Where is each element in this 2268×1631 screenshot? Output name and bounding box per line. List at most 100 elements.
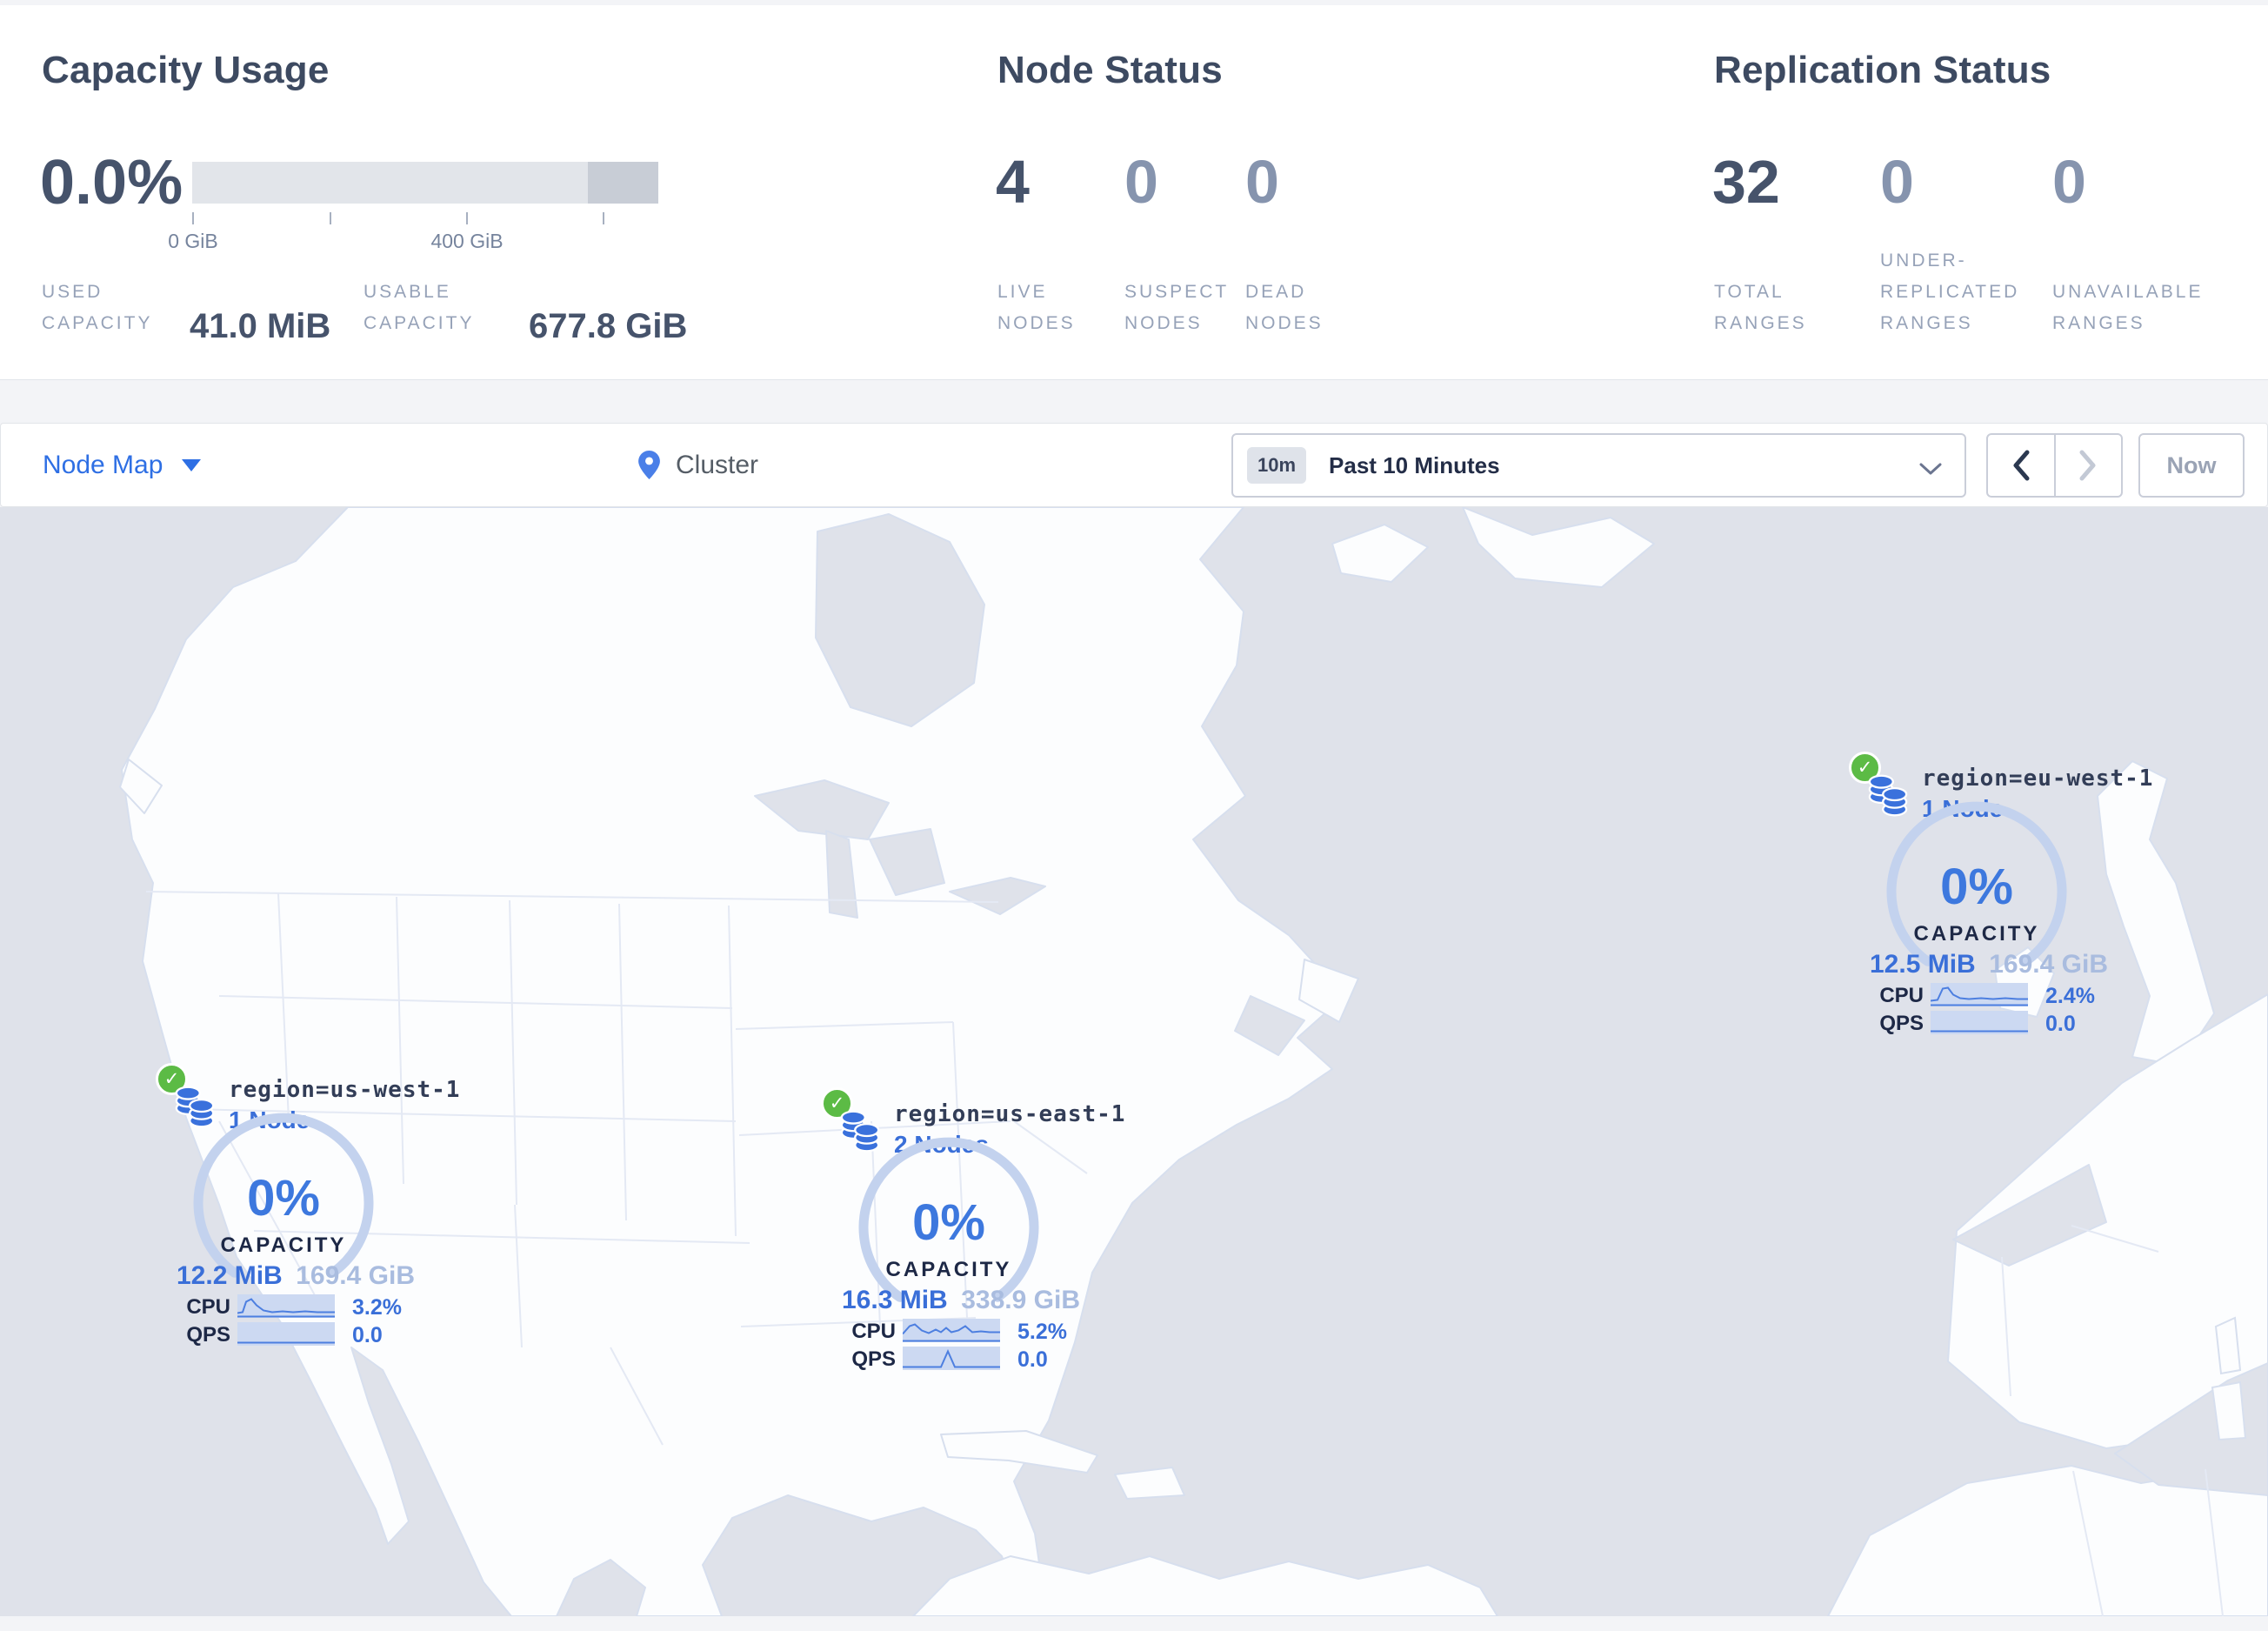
capacity-percent: 0% xyxy=(247,1170,320,1227)
usable-capacity-label: USABLE CAPACITY xyxy=(364,282,475,333)
under-replicated-ranges-count: 0 xyxy=(1880,148,1914,216)
cpu-label: CPU xyxy=(1879,984,1924,1007)
water-hudson-bay xyxy=(815,513,985,727)
map-pin-icon xyxy=(638,451,660,479)
database-stack-icon xyxy=(175,1086,215,1128)
capacity-axis-label-0: 0 GiB xyxy=(168,230,218,252)
chevron-left-icon xyxy=(2013,450,2030,481)
breadcrumb-label: Cluster xyxy=(676,450,759,479)
capacity-bar xyxy=(192,162,658,204)
world-map-svg xyxy=(119,506,2268,1617)
replication-status-title: Replication Status xyxy=(1714,49,2051,91)
cpu-sparkline xyxy=(237,1294,335,1318)
live-nodes-label: LIVE NODES xyxy=(997,282,1076,333)
time-step-controls xyxy=(1986,433,2123,498)
suspect-nodes-count: 0 xyxy=(1124,148,1158,216)
capacity-total-value: 169.4 GiB xyxy=(1989,950,2108,979)
cluster-summary-panel: Capacity Usage 0.0% 0 GiB 400 GiB USED C… xyxy=(0,5,2268,380)
region-marker-us-east-1[interactable]: ✓ region=us-east-1 2 Nodes 0% CAPACITY 1… xyxy=(821,1087,1124,1380)
database-stack-icon xyxy=(1868,774,1908,817)
capacity-percent: 0% xyxy=(1940,859,2013,915)
capacity-used-percent: 0.0% xyxy=(40,148,183,217)
qps-sparkline xyxy=(1931,1011,2028,1034)
world-map[interactable] xyxy=(0,506,2268,1617)
water-lake-superior xyxy=(754,779,890,840)
qps-value: 0.0 xyxy=(352,1323,383,1347)
cpu-sparkline xyxy=(1930,983,2028,1006)
time-range-label: Past 10 Minutes xyxy=(1329,451,1500,478)
capacity-total-value: 169.4 GiB xyxy=(296,1261,415,1290)
capacity-axis-tick xyxy=(192,212,194,224)
qps-sparkline xyxy=(903,1347,1000,1370)
suspect-nodes-label: SUSPECT NODES xyxy=(1124,282,1229,333)
region-marker-us-west-1[interactable]: ✓ region=us-west-1 1 Node 0% CAPACITY 12… xyxy=(156,1063,459,1355)
cpu-sparkline xyxy=(902,1319,1000,1342)
capacity-axis-tick xyxy=(466,212,468,224)
capacity-axis-label-400: 400 GiB xyxy=(430,230,504,252)
usable-capacity-value: 677.8 GiB xyxy=(529,307,688,345)
time-scale-badge: 10m xyxy=(1247,447,1307,484)
capacity-total-value: 338.9 GiB xyxy=(961,1286,1080,1314)
water-lake-erie-ontario xyxy=(949,877,1046,915)
island-great-britain xyxy=(2097,760,2215,1066)
capacity-bar-nonusable-segment xyxy=(588,162,658,204)
capacity-usage-title: Capacity Usage xyxy=(42,49,330,91)
view-selector-label: Node Map xyxy=(43,450,163,479)
capacity-label: CAPACITY xyxy=(1913,922,2040,946)
total-ranges-count: 32 xyxy=(1712,148,1780,216)
qps-value: 0.0 xyxy=(1017,1347,1048,1372)
qps-label: QPS xyxy=(851,1347,896,1371)
region-marker-eu-west-1[interactable]: ✓ region=eu-west-1 1 Node 0% CAPACITY 12… xyxy=(1849,752,2152,1044)
capacity-gauge-arc xyxy=(858,1137,1039,1302)
live-nodes-count: 4 xyxy=(996,148,1030,216)
capacity-axis-tick xyxy=(330,212,331,224)
capacity-axis-tick xyxy=(603,212,604,224)
node-status-title: Node Status xyxy=(997,49,1223,91)
qps-label: QPS xyxy=(186,1323,230,1347)
capacity-label: CAPACITY xyxy=(885,1258,1012,1281)
region-name: region=us-east-1 xyxy=(894,1101,1126,1127)
view-selector-dropdown[interactable]: Node Map xyxy=(43,424,202,506)
total-ranges-label: TOTAL RANGES xyxy=(1714,282,1807,333)
capacity-percent: 0% xyxy=(912,1194,985,1251)
qps-label: QPS xyxy=(1879,1012,1924,1035)
unavailable-ranges-label: UNAVAILABLE RANGES xyxy=(2052,282,2204,333)
used-capacity-value: 41.0 MiB xyxy=(190,307,331,345)
unavailable-ranges-count: 0 xyxy=(2052,148,2086,216)
map-toolbar: Node Map Cluster 10m Past 10 Minutes xyxy=(0,423,2268,507)
island-cuba xyxy=(940,1430,1098,1474)
cpu-value: 2.4% xyxy=(2045,984,2095,1008)
qps-sparkline xyxy=(237,1322,335,1346)
capacity-label: CAPACITY xyxy=(220,1233,347,1257)
capacity-gauge-arc xyxy=(1886,801,2067,966)
capacity-used-value: 16.3 MiB xyxy=(842,1286,948,1314)
chevron-right-icon xyxy=(2079,450,2096,481)
used-capacity-label: USED CAPACITY xyxy=(42,282,153,333)
time-forward-button[interactable] xyxy=(2056,435,2122,496)
dead-nodes-label: DEAD NODES xyxy=(1245,282,1324,333)
capacity-gauge-arc xyxy=(193,1113,374,1278)
under-replicated-ranges-label: UNDER-REPLICATED RANGES xyxy=(1880,251,2020,333)
region-name: region=eu-west-1 xyxy=(1922,765,2154,792)
landmass-north-america xyxy=(121,506,1345,1617)
dead-nodes-count: 0 xyxy=(1245,148,1279,216)
time-back-button[interactable] xyxy=(1988,435,2056,496)
capacity-used-value: 12.5 MiB xyxy=(1870,950,1976,979)
time-range-dropdown[interactable]: 10m Past 10 Minutes xyxy=(1231,433,1966,498)
cpu-label: CPU xyxy=(186,1295,230,1319)
region-name: region=us-west-1 xyxy=(229,1077,461,1103)
qps-value: 0.0 xyxy=(2045,1012,2076,1036)
cpu-value: 5.2% xyxy=(1017,1320,1067,1344)
island-corsica xyxy=(2214,1316,2242,1375)
water-lake-michigan xyxy=(825,830,858,919)
cpu-label: CPU xyxy=(851,1320,896,1343)
capacity-used-value: 12.2 MiB xyxy=(177,1261,283,1290)
breadcrumb[interactable]: Cluster xyxy=(638,424,758,506)
now-button[interactable]: Now xyxy=(2138,433,2245,498)
landmass-south-america xyxy=(912,1555,1498,1617)
island-hispaniola xyxy=(1114,1467,1185,1500)
state-borders xyxy=(145,891,2224,1617)
database-stack-icon xyxy=(840,1110,880,1153)
island-vancouver xyxy=(119,759,163,814)
